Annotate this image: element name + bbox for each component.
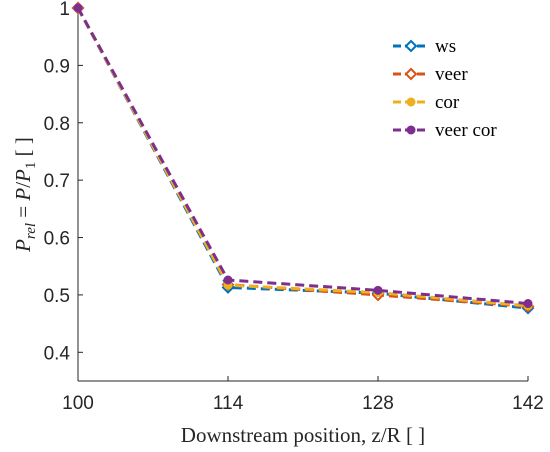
series-line-ws [76, 7, 529, 310]
data-point-veer-cor [223, 275, 233, 285]
legend-label: veer cor [435, 120, 497, 141]
legend-label: veer [435, 64, 468, 85]
legend: ws veer cor veer cor [393, 36, 497, 141]
legend-label: ws [435, 36, 456, 57]
series-ws [71, 1, 535, 315]
y-axis-label: Prel = P/P1 [ ] [11, 137, 39, 253]
y-axis-title: Prel = P/P1 [ ] [11, 137, 39, 253]
legend-label: cor [435, 92, 460, 113]
x-tick-label: 114 [213, 393, 244, 414]
series-line-veer-cor [76, 7, 529, 306]
x-tick-label: 100 [62, 393, 94, 414]
series-veer-cor [73, 3, 533, 309]
legend-marker [404, 39, 418, 53]
legend-marker [406, 97, 416, 107]
legend-marker [404, 67, 418, 81]
y-tick-label: 0.4 [44, 343, 71, 364]
legend-marker [406, 125, 416, 135]
y-tick-label: 0.9 [44, 56, 70, 77]
data-point-veer-cor [523, 299, 533, 309]
series-veer [71, 1, 535, 313]
legend-item-cor: cor [393, 92, 460, 113]
legend-item-ws: ws [393, 36, 456, 57]
x-tick-label: 128 [362, 393, 394, 414]
x-tick-label: 142 [512, 393, 544, 414]
y-tick-label: 1 [59, 0, 70, 20]
series-cor [73, 3, 533, 311]
x-axis-label: Downstream position, z/R [ ] [181, 423, 425, 447]
legend-item-veer: veer [393, 64, 468, 85]
axes: 100 114 128 142 0.4 0.5 0.6 0.7 0.8 0.9 1 [44, 0, 544, 414]
series-layer [71, 1, 535, 315]
y-tick-label: 0.5 [44, 286, 70, 307]
y-tick-label: 0.7 [44, 171, 70, 192]
series-line-cor [76, 7, 529, 308]
legend-item-veer-cor: veer cor [393, 120, 497, 141]
y-tick-label: 0.8 [44, 114, 70, 135]
data-point-veer-cor [373, 285, 383, 295]
data-point-veer-cor [73, 3, 83, 13]
y-tick-label: 0.6 [44, 229, 70, 250]
series-line-veer [76, 7, 529, 308]
